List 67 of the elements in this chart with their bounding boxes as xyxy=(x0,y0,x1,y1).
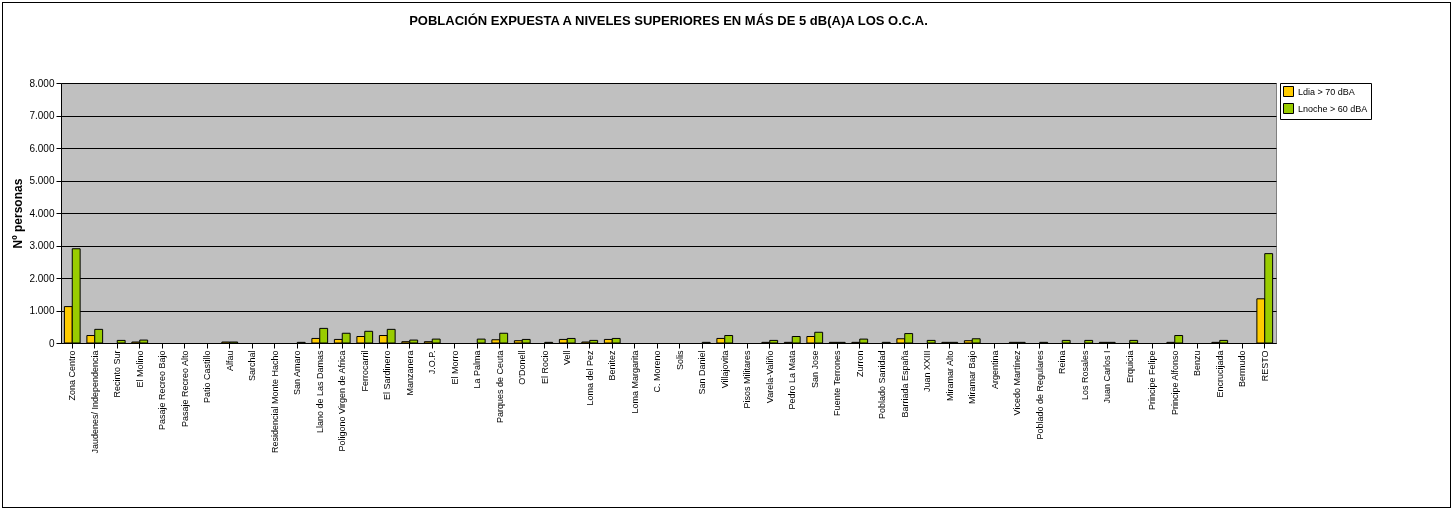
x-tick-label: Parques de Ceuta xyxy=(494,350,505,424)
x-tick-label: J.O.P. xyxy=(427,350,438,375)
x-tick-label: Principe Alfonso xyxy=(1169,350,1180,416)
x-tick-label: San Jose xyxy=(809,350,820,389)
legend-label: Lnoche > 60 dBA xyxy=(1298,103,1368,114)
legend-label: Ldia > 70 dBA xyxy=(1298,86,1355,97)
x-tick-label: Vell xyxy=(562,350,573,366)
y-axis-title: Nº personas xyxy=(11,178,26,249)
y-tick-label: 4.000 xyxy=(29,207,55,219)
x-tick-label: Pasaje Recreo Bajo xyxy=(157,350,168,431)
x-tick-label: Zona Centro xyxy=(67,350,78,401)
x-tick-label: Vicedo Martínez xyxy=(1012,350,1023,416)
x-tick-label: Poblado de Regulares xyxy=(1034,350,1045,440)
x-tick-label: Miramar Bajo xyxy=(967,350,978,405)
y-tick-label: 7.000 xyxy=(29,110,55,121)
x-tick-label: Barriada España xyxy=(899,350,910,418)
x-tick-label: Patio Castillo xyxy=(202,350,213,404)
x-tick-label: Recinto Sur xyxy=(112,350,123,398)
x-tick-label: Sarchal xyxy=(247,350,258,382)
x-tick-label: Zurron xyxy=(854,350,865,378)
x-tick-label: Juan XXIII xyxy=(922,350,933,393)
x-tick-label: Bermudo xyxy=(1237,350,1248,388)
x-tick-label: Loma Margarita xyxy=(629,350,640,414)
x-tick-label: Ferrocarril xyxy=(359,350,370,392)
x-tick-label: Pedro La Mata xyxy=(787,350,798,410)
x-tick-label: Reina xyxy=(1057,350,1068,375)
x-tick-label: Principe Felipe xyxy=(1147,350,1158,411)
x-tick-label: O'Donell xyxy=(517,350,528,385)
x-tick-label: El Rocio xyxy=(539,350,550,385)
x-tick-label: Loma del Pez xyxy=(584,350,595,406)
x-tick-label: Pisos Militares xyxy=(742,350,753,409)
x-tick-label: Fuente Terrones xyxy=(832,350,843,416)
chart-title: POBLACIÓN EXPUESTA A NIVELES SUPERIORES EN MÁS DE 5 dB(A)A LOS O.C.A. xyxy=(409,13,928,28)
x-tick-label: Llano de Las Damas xyxy=(314,350,325,434)
x-tick-label: Solis xyxy=(674,350,685,371)
x-tick-label: Poligono Virgen de Africa xyxy=(337,350,348,452)
y-tick-label: 8.000 xyxy=(29,77,55,89)
x-tick-label: Los Rosales xyxy=(1079,350,1090,401)
x-tick-label: Varela-Valiño xyxy=(764,350,775,404)
x-tick-label: Residencial Monte Hacho xyxy=(269,350,280,454)
x-tick-label: Villajovita xyxy=(719,350,730,389)
y-tick-label: 5.000 xyxy=(29,175,55,186)
x-tick-label: El Sardinero xyxy=(382,350,393,401)
x-tick-label: El Molino xyxy=(134,350,145,388)
x-tick-label: Juan Carlos I xyxy=(1102,350,1113,404)
x-tick-label: RESTO xyxy=(1259,350,1270,382)
x-tick-label: Argentina xyxy=(989,350,1000,390)
x-tick-label: Benzu xyxy=(1192,350,1203,377)
y-tick-label: 2.000 xyxy=(29,272,55,284)
x-tick-label: Erquicia xyxy=(1124,350,1135,384)
x-tick-label: El Morro xyxy=(449,350,460,385)
x-tick-label: La Palma xyxy=(472,350,483,389)
y-tick-label: 3.000 xyxy=(29,240,55,251)
x-tick-label: Alfau xyxy=(224,350,235,372)
y-tick-label: 1.000 xyxy=(29,305,55,316)
x-tick-label: Encrucijada xyxy=(1214,350,1225,398)
y-tick-label: 0 xyxy=(48,337,55,349)
x-tick-label: Jaudenes/ Independencia xyxy=(89,350,100,454)
x-tick-label: Manzanera xyxy=(404,350,415,396)
x-tick-label: Pasaje Recreo Alto xyxy=(179,350,190,428)
x-tick-label: Miramar Alto xyxy=(944,350,955,402)
x-tick-label: San Daniel xyxy=(697,350,708,395)
x-tick-label: Benitez xyxy=(607,350,618,381)
y-tick-label: 6.000 xyxy=(29,142,55,154)
x-tick-label: C. Moreno xyxy=(652,350,663,393)
x-tick-label: Poblado Sanidad xyxy=(877,350,888,420)
x-tick-label: San Amaro xyxy=(292,350,303,396)
